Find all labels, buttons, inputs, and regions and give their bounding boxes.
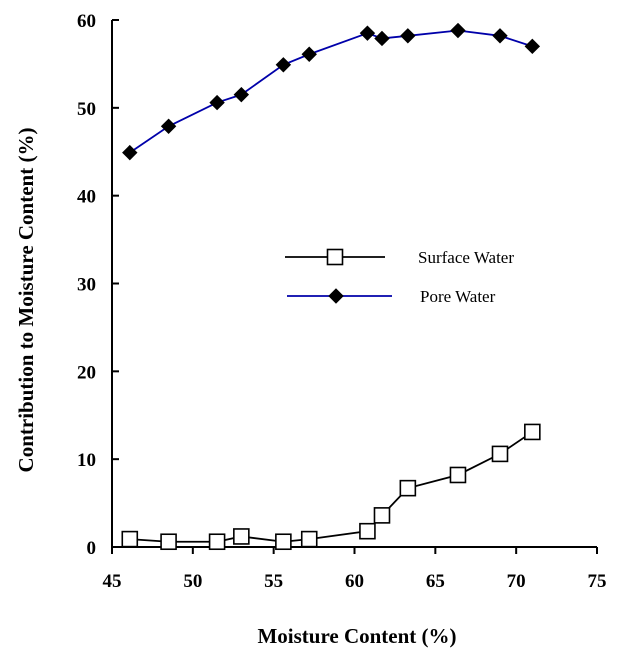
data-point xyxy=(450,22,466,39)
series-pore-water xyxy=(122,22,541,161)
data-point xyxy=(524,423,541,441)
series-line xyxy=(129,431,533,543)
data-point xyxy=(208,533,226,551)
y-axis: 0 10 20 30 40 50 60 xyxy=(77,11,119,559)
legend-marker xyxy=(326,248,344,266)
series-line xyxy=(129,29,533,154)
legend-item-pore-water: Pore Water xyxy=(287,287,496,306)
legend-item-surface-water: Surface Water xyxy=(285,248,514,267)
x-tick-label: 60 xyxy=(345,571,364,592)
x-axis: 45 50 55 60 65 70 75 xyxy=(103,547,607,592)
data-point xyxy=(491,445,509,463)
legend-marker xyxy=(328,288,344,304)
y-tick-label: 10 xyxy=(77,450,96,471)
data-point xyxy=(492,28,508,44)
x-tick-label: 50 xyxy=(183,571,202,592)
data-point xyxy=(373,507,391,524)
y-tick-label: 0 xyxy=(87,538,97,559)
data-point xyxy=(121,530,139,548)
data-point xyxy=(275,533,292,551)
data-point xyxy=(359,522,376,540)
series-layer xyxy=(121,22,541,551)
data-point xyxy=(374,30,390,47)
data-point xyxy=(524,38,541,55)
data-point xyxy=(301,46,317,62)
legend: Surface Water Pore Water xyxy=(285,248,514,306)
data-point xyxy=(399,479,417,497)
data-point xyxy=(400,28,416,44)
x-tick-label: 65 xyxy=(426,571,445,592)
data-point xyxy=(449,466,467,484)
y-tick-label: 20 xyxy=(77,362,96,383)
series-surface-water xyxy=(121,423,541,551)
data-point xyxy=(160,533,177,551)
y-tick-label: 50 xyxy=(77,99,96,120)
y-tick-label: 40 xyxy=(77,187,96,208)
data-point xyxy=(275,57,292,73)
y-tick-label: 60 xyxy=(77,11,96,32)
x-tick-label: 55 xyxy=(264,571,283,592)
data-point xyxy=(300,530,318,548)
x-tick-label: 45 xyxy=(103,571,122,592)
data-point xyxy=(209,94,225,111)
x-axis-title: Moisture Content (%) xyxy=(257,624,456,648)
x-tick-label: 70 xyxy=(507,571,526,592)
data-point xyxy=(233,86,250,103)
y-tick-label: 30 xyxy=(77,275,96,296)
data-point xyxy=(160,118,177,134)
legend-label: Pore Water xyxy=(420,287,496,306)
plot-frame xyxy=(111,20,597,548)
x-tick-label: 75 xyxy=(588,571,607,592)
legend-label: Surface Water xyxy=(418,248,514,267)
data-point xyxy=(122,144,138,161)
data-point xyxy=(233,528,250,545)
y-axis-title: Contribution to Moisture Content (%) xyxy=(14,128,38,473)
data-point xyxy=(359,25,376,41)
